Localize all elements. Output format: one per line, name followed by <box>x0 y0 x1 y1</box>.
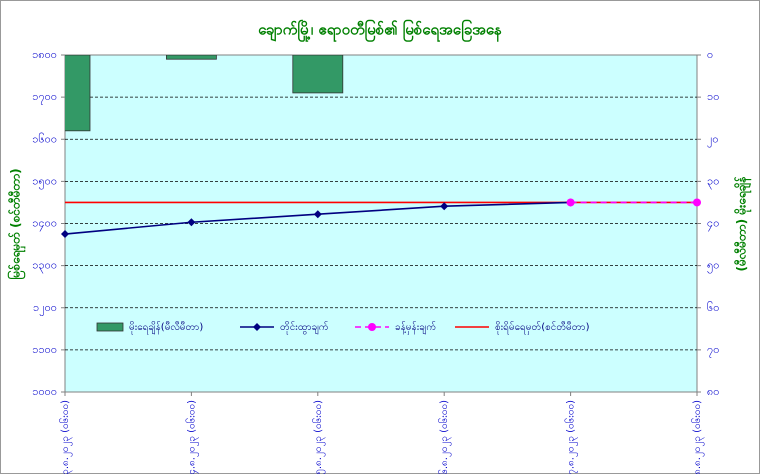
x-tick-label: ၂၆.၈.၂၀၂၃ (၀၆း၀၀) <box>437 400 452 474</box>
y-tick-label: ၁၃၀၀ <box>32 259 57 274</box>
legend-marker <box>368 323 376 331</box>
y2-tick-label: ၅၀ <box>707 259 719 274</box>
legend-label: စိုးရိမ်ရေမှတ်(စင်တီမီတာ) <box>495 320 590 335</box>
x-tick-label: ၂၈.၈.၂၀၂၃ (၀၆း၀၀) <box>690 400 705 474</box>
y2-tick-label: ၄၀ <box>707 217 719 232</box>
y2-tick-label: ၁၀ <box>707 90 719 103</box>
marker <box>693 198 701 207</box>
marker <box>61 230 69 239</box>
y2-tick-label: ၃၀ <box>707 174 719 189</box>
y2-tick-label: ၀ <box>707 48 713 61</box>
y-tick-label: ၁၁၀၀ <box>32 343 57 356</box>
x-tick-label: ၂၅.၈.၂၀၂၃ (၀၆း၀၀) <box>311 400 326 474</box>
x-tick-label: ၂၇.၈.၂၀၂၃ (၀၆း၀၀) <box>564 400 579 474</box>
y-tick-label: ၁၄၀၀ <box>32 217 57 232</box>
marker <box>187 218 196 227</box>
bar <box>165 55 217 60</box>
y-tick-label: ၁၈၀၀ <box>32 48 57 61</box>
y2-tick-label: ၇၀ <box>707 343 719 358</box>
y2-tick-label: ၆၀ <box>707 301 719 314</box>
y-tick-label: ၁၅၀၀ <box>32 174 57 189</box>
plot-clip <box>65 55 344 132</box>
y-tick-label: ၁၀၀၀ <box>32 385 57 398</box>
y2-tick-label: ၈၀ <box>707 385 719 398</box>
x-tick-label: ၂၃.၈.၂၀၂၃ (၀၆း၀၀) <box>58 400 73 474</box>
legend-label: တိုင်းထွာချက် <box>280 320 329 335</box>
marker <box>313 210 322 219</box>
y2-axis-title: (မီလီမီတာ) မိုးရေချိန် <box>733 176 753 272</box>
y2-tick-label: ၂၀ <box>707 132 719 147</box>
y-tick-label: ၁၇၀၀ <box>32 90 57 105</box>
legend-swatch <box>96 322 124 332</box>
legend-label: ခန့်မှန်းချက် <box>395 320 436 335</box>
legend-label: မိုးရေချိန်(မီလီမီတာ) <box>129 320 203 335</box>
y-axis-title: မြစ်ရေမှတ် (စင်တီမီတာ) <box>6 168 27 279</box>
y-tick-label: ၁၂၀၀ <box>33 301 57 316</box>
marker <box>566 198 575 207</box>
marker <box>440 202 449 211</box>
x-tick-label: ၂၄.၈.၂၀၂၃ (၀၆း၀၀) <box>184 400 199 474</box>
y-tick-label: ၁၆၀၀ <box>32 132 57 145</box>
legend-marker <box>253 323 261 331</box>
bar <box>65 55 91 132</box>
bar <box>292 55 344 94</box>
